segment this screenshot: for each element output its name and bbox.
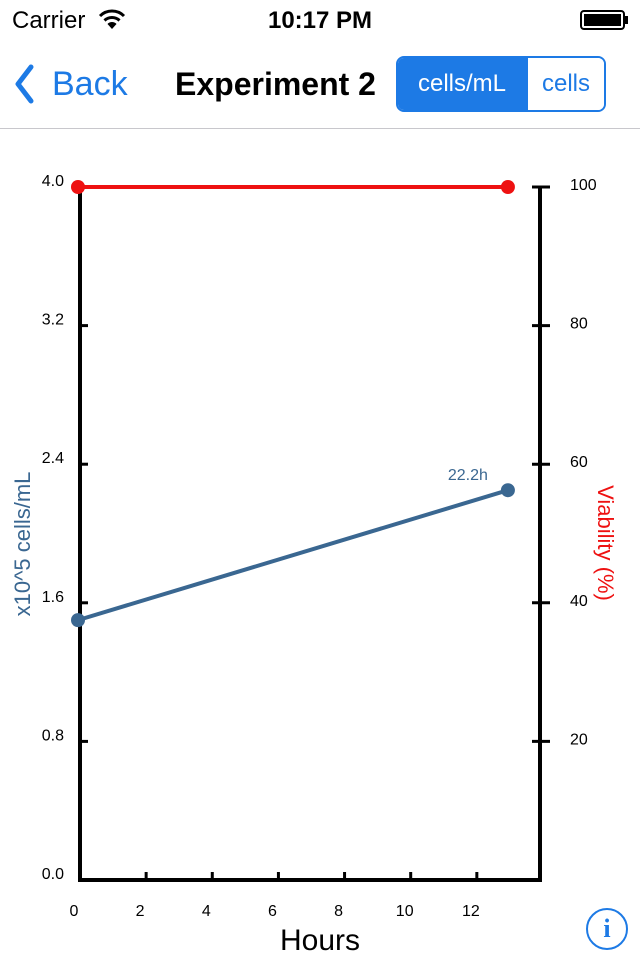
status-time: 10:17 PM (267, 7, 373, 34)
battery-icon (580, 10, 630, 35)
x-tick-label: 8 (334, 903, 343, 920)
y-left-tick-label: 1.6 (42, 589, 64, 606)
y-right-tick-label: 100 (570, 177, 597, 194)
wifi-icon (98, 8, 126, 35)
units-segmented-control[interactable]: cells/mL cells (396, 56, 606, 112)
y-right-tick-label: 60 (570, 454, 588, 471)
x-tick-label: 0 (70, 903, 79, 920)
x-tick-label: 12 (462, 903, 480, 920)
chevron-left-icon (15, 64, 34, 104)
status-bar: Carrier 10:17 PM (0, 0, 640, 40)
viability-series-point (71, 180, 85, 194)
x-axis-title: Hours (280, 924, 360, 957)
y-left-tick-label: 0.8 (42, 727, 64, 744)
cells-series-line (77, 488, 509, 623)
back-label: Back (52, 64, 128, 103)
y-left-tick-label: 4.0 (42, 173, 64, 190)
viability-series-point (500, 180, 515, 194)
growth-chart: 0.0 0.8 1.6 2.4 3.2 4.0 20 40 60 80 100 0 2 4 6 8 10 12 Ho… (10, 173, 618, 957)
x-tick-label: 6 (268, 903, 277, 920)
y-left-tick-label: 2.4 (42, 450, 64, 467)
segment-cells-per-ml[interactable]: cells/mL (398, 58, 526, 110)
y-left-axis-title: x10^5 cells/mL (10, 472, 35, 617)
y-right-tick-label: 40 (570, 593, 588, 610)
carrier-label: Carrier (12, 7, 86, 34)
segment-cells[interactable]: cells (526, 58, 604, 110)
y-right-tick-label: 80 (570, 316, 588, 333)
y-right-axis-title: Viability (%) (593, 485, 618, 601)
info-button[interactable]: i (586, 908, 628, 950)
x-tick-label: 4 (202, 903, 211, 920)
page-title: Experiment 2 (175, 66, 376, 102)
navigation-bar: Back Experiment 2 cells/mL cells (0, 40, 640, 129)
back-button[interactable]: Back (14, 62, 128, 106)
cells-series-point-label: 22.2h (448, 467, 488, 484)
x-tick-label: 10 (396, 903, 414, 920)
cells-series-point (500, 483, 515, 498)
cells-series-point (71, 613, 85, 628)
y-right-tick-label: 20 (570, 731, 588, 748)
info-icon: i (603, 914, 611, 943)
y-left-tick-label: 3.2 (42, 312, 64, 329)
x-tick-label: 2 (136, 903, 145, 920)
y-left-tick-label: 0.0 (42, 866, 64, 883)
